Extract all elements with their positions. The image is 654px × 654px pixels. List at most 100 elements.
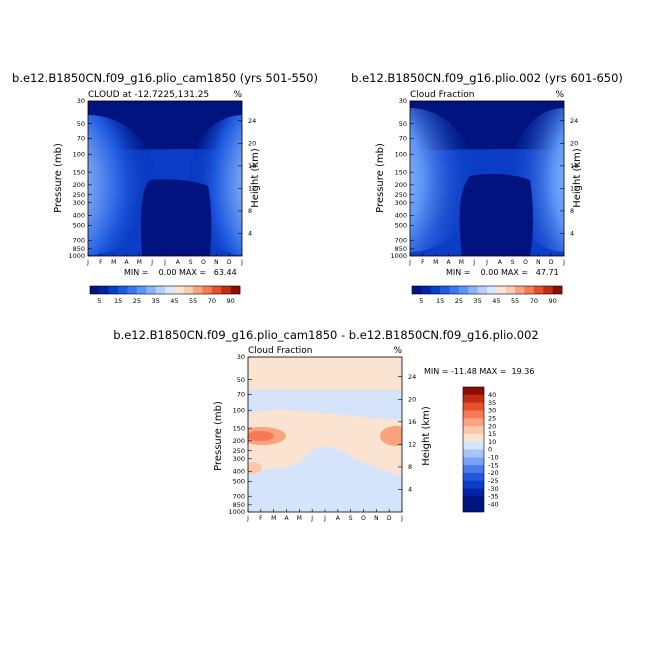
height-tick-label: 8 [570,207,574,215]
month-tick-label: J [408,259,411,266]
diff-colorbar-label: 40 [488,391,496,399]
diff-colorbar-swatch [463,488,484,497]
pressure-tick-label: 400 [233,468,245,476]
diff-colorbar-swatch [463,480,484,489]
colorbar-swatch [412,286,422,294]
colorbar-cf-left: 5 15 25 35 45 55 70 90 [89,285,241,305]
pressure-tick-label: 30 [77,97,85,105]
month-tick-label: F [99,259,103,266]
colorbar-label: 90 [548,297,556,305]
diff-colorbar-swatch [463,504,484,512]
colorbar-label: 90 [226,297,234,305]
panel-1-title: b.e12.B1850CN.f09_g16.plio_cam1850 (yrs … [12,71,318,85]
panel-3-title: b.e12.B1850CN.f09_g16.plio_cam1850 - b.e… [113,328,538,342]
height-tick-label: 12 [570,185,578,193]
colorbar-label: 35 [473,297,481,305]
height-tick-label: 4 [248,230,252,238]
diff-colorbar-label: 20 [488,422,496,430]
panel-cam1850: b.e12.B1850CN.f09_g16.plio_cam1850 (yrs … [12,71,318,277]
panel-3-positive-left-core [248,431,274,441]
pressure-tick-label: 50 [399,120,407,128]
pressure-tick-label: 1000 [390,252,407,260]
panel-1-left-cloud-max [88,115,158,255]
month-tick-label: M [459,259,464,266]
colorbar-swatch [183,286,194,294]
colorbar-swatch [515,286,525,294]
pressure-tick-label: 500 [73,222,85,230]
colorbar-swatch [477,286,488,294]
colorbar-swatch [155,286,166,294]
month-tick-label: A [284,515,289,522]
panel-2-stats: MIN = 0.00 MAX = 47.71 [446,268,559,277]
month-tick-label: A [446,259,451,266]
month-tick-label: O [201,259,206,266]
diff-colorbar-label: 10 [488,438,496,446]
colorbar-label: 5 [97,297,101,305]
diff-colorbar-label: 35 [488,399,496,407]
height-tick-label: 4 [408,486,412,494]
height-tick-label: 4 [570,230,574,238]
diff-colorbar-swatch [463,449,484,458]
month-tick-label: D [387,515,392,522]
month-tick-label: O [523,259,528,266]
diff-colorbar-label: 0 [488,446,492,454]
diff-colorbar-swatch [463,441,484,450]
pressure-tick-label: 30 [237,353,245,361]
colorbar-label: 45 [492,297,500,305]
pressure-tick-label: 500 [395,222,407,230]
colorbar-swatch [468,286,478,294]
colorbar-swatch [221,286,231,294]
panel-2-dry-season-hole [459,173,533,256]
colorbar-swatch [524,286,535,294]
colorbar-swatch [174,286,185,294]
pressure-tick-label: 150 [73,168,85,176]
month-tick-label: J [472,259,475,266]
month-tick-label: F [421,259,425,266]
panel-3-ylabel: Pressure (mb) [213,401,224,471]
pressure-tick-label: 100 [73,150,85,158]
height-tick-label: 24 [248,117,256,125]
pressure-tick-label: 850 [73,245,85,253]
pressure-tick-label: 400 [395,212,407,220]
colorbar-label: 5 [419,297,423,305]
colorbar-swatch [449,286,460,294]
colorbar-swatch [146,286,156,294]
colorbar-swatch [496,286,507,294]
panel-1-units: % [233,90,242,100]
height-tick-label: 20 [408,395,416,403]
colorbar-swatch [136,286,147,294]
month-tick-label: M [433,259,438,266]
panel-3-subtitle: Cloud Fraction [248,346,313,356]
colorbar-label: 70 [208,297,216,305]
diff-colorbar-label: 30 [488,407,496,415]
height-tick-label: 24 [570,117,578,125]
pressure-tick-label: 700 [73,236,85,244]
diff-colorbar-swatch [463,402,484,411]
colorbar-swatch [440,286,450,294]
panel-1-stats: MIN = 0.00 MAX = 63.44 [124,268,237,277]
height-tick-label: 8 [248,207,252,215]
diff-colorbar-label: -10 [488,454,499,462]
pressure-tick-label: 100 [233,406,245,414]
pressure-tick-label: 700 [233,492,245,500]
pressure-tick-label: 300 [233,455,245,463]
panel-2-left-cloud-max [410,108,475,252]
colorbar-swatch [90,286,100,294]
panel-2-ylabel-right: Height (km) [572,148,583,208]
pressure-tick-label: 300 [395,199,407,207]
pressure-tick-label: 850 [395,245,407,253]
colorbar-swatch [543,286,553,294]
diff-colorbar-swatch [463,472,484,482]
month-tick-label: J [400,515,403,522]
panel-3-ylabel-right: Height (km) [421,406,432,466]
height-tick-label: 20 [248,139,256,147]
pressure-tick-label: 70 [237,391,245,399]
pressure-tick-label: 150 [395,168,407,176]
month-tick-label: M [111,259,116,266]
panel-1-contour-field [88,101,242,256]
colorbar-label: 35 [151,297,159,305]
height-tick-label: 24 [408,373,416,381]
panel-2-units: % [555,90,564,100]
